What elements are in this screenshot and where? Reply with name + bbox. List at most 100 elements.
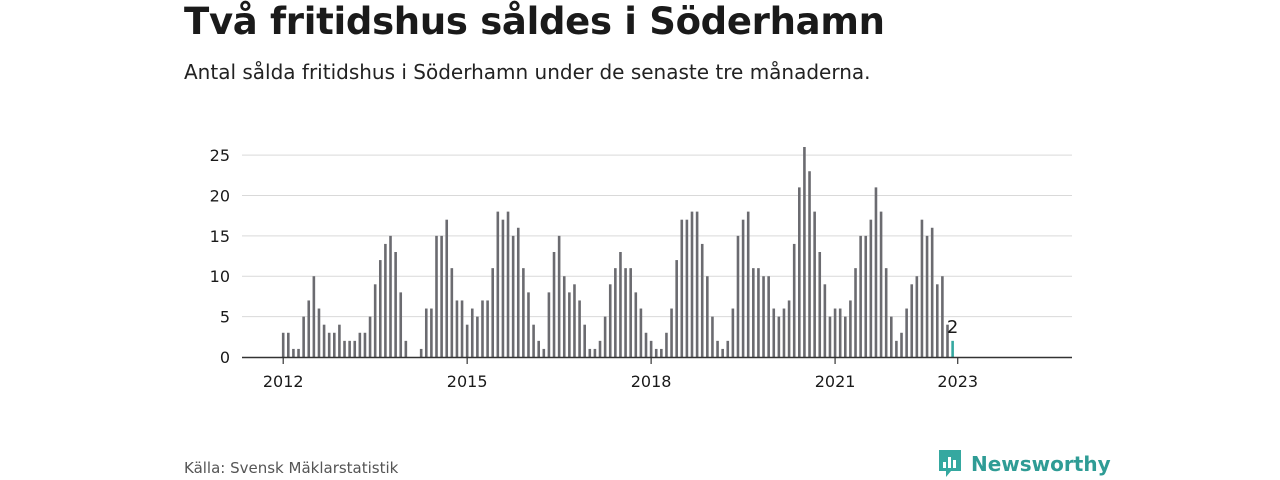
bar [384,243,387,357]
bar [721,348,724,357]
bar [292,348,295,357]
bar [465,324,469,357]
bar [389,235,392,357]
bar [491,268,495,357]
bar [767,276,770,357]
bar [731,308,735,357]
bar [624,268,627,357]
bar [803,147,806,357]
bar [849,300,852,357]
bar [736,235,740,357]
bar [752,268,755,357]
y-tick-label: 0 [220,348,230,367]
bar [562,276,566,357]
bar [455,300,459,357]
y-tick-label: 20 [210,186,230,205]
bar [322,324,326,357]
bar [363,332,367,357]
bar [573,284,576,357]
bar [854,268,857,357]
x-tick-label: 2023 [937,372,978,391]
bar [808,171,811,357]
bar-highlight [951,340,954,357]
bar [593,348,597,357]
bar [895,340,898,357]
bar [404,340,408,357]
bar [726,340,730,357]
bar [757,268,760,357]
annotations: 2 [947,317,958,338]
bar [378,260,382,357]
bar [312,276,316,357]
bar [506,211,510,357]
bar [568,292,571,357]
y-tick-label: 25 [210,146,230,165]
bar [353,340,357,357]
bar [777,316,781,357]
bar [486,300,489,357]
bar [706,276,709,357]
bar [527,292,530,357]
bar [660,348,663,357]
bar [772,308,776,357]
bar [644,332,648,357]
bar [813,211,816,357]
bar [833,308,837,357]
bar [864,235,868,357]
bar [680,219,684,357]
bar [333,332,336,357]
bar [649,340,653,357]
bar [445,219,449,357]
bar [532,324,535,357]
bar [496,211,500,357]
bar [828,316,832,357]
bar [925,235,929,357]
bar [522,268,525,357]
bar [399,292,403,357]
bar-chart: 0 5 10 15 20 25 2012 2015 2018 2021 2023 2 [210,146,1072,391]
bar [884,268,888,357]
bar [695,211,699,357]
bar [547,292,551,357]
bar [287,332,290,357]
bar [889,316,893,357]
bar [920,219,924,357]
bar [639,308,643,357]
bar [394,252,397,357]
newsworthy-logo-icon [939,450,961,477]
source-note: Källa: Svensk Mäklarstatistik [184,459,399,477]
brand-name: Newsworthy [971,452,1111,476]
bar [746,211,750,357]
bar [603,316,607,357]
bar [537,340,540,357]
bar [598,340,602,357]
bars [281,147,954,357]
bar [373,284,377,357]
x-tick-label: 2021 [815,372,856,391]
bar [792,243,796,357]
bar [317,308,321,357]
chart-title: Två fritidshus såldes i Söderhamn [184,0,885,43]
bar [782,308,786,357]
bar [670,308,673,357]
bar [930,227,934,357]
bar [700,243,704,357]
bar [501,219,505,357]
bar [430,308,433,357]
bar [302,316,305,357]
bar [583,324,586,357]
bar [818,252,822,357]
bar [450,268,454,357]
bar [327,332,331,357]
bar [665,332,668,357]
x-tick-label: 2012 [263,372,304,391]
brand-logo[interactable]: Newsworthy [937,449,1111,479]
bar [614,268,617,357]
bar [711,316,714,357]
bar [481,300,484,357]
x-axis-ticks: 2012 2015 2018 2021 2023 [263,357,978,391]
bar [629,268,632,357]
bar [905,308,908,357]
bar [619,252,622,357]
bar [470,308,474,357]
